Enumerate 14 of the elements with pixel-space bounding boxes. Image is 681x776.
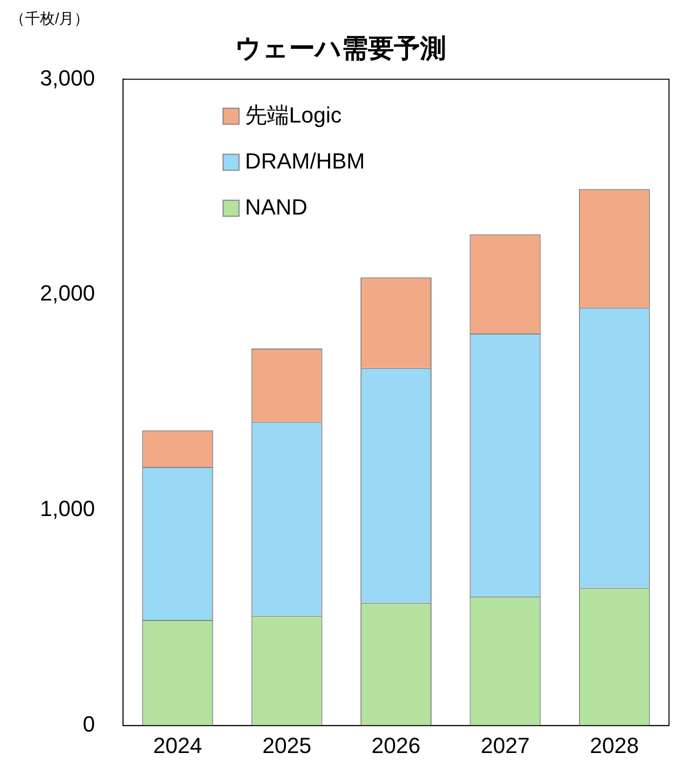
legend-label: 先端Logic: [245, 102, 342, 128]
x-tick-label: 2025: [262, 732, 312, 758]
x-tick-label: 2024: [153, 732, 202, 758]
x-tick-label: 2027: [480, 732, 530, 758]
chart-title: ウェーハ需要予測: [235, 32, 446, 63]
y-tick-label: 3,000: [40, 65, 96, 90]
x-tick-label: 2028: [590, 732, 639, 758]
legend-label: DRAM/HBM: [245, 148, 365, 174]
legend-label: NAND: [245, 194, 308, 220]
x-tick-label: 2026: [372, 732, 421, 758]
y-axis-title: （千枚/月）: [10, 10, 90, 28]
y-tick-label: 1,000: [40, 496, 96, 522]
y-tick-label: 2,000: [40, 280, 96, 306]
y-tick-label: 0: [82, 712, 96, 737]
